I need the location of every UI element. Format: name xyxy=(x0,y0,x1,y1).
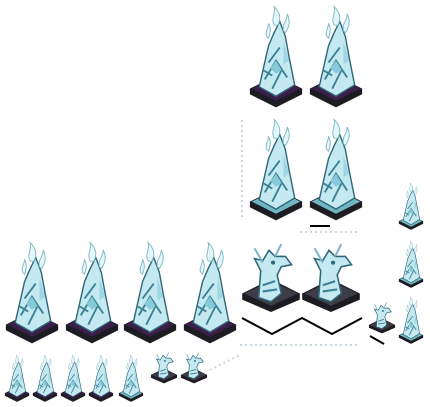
sculpture xyxy=(398,240,424,289)
sculpture xyxy=(182,241,238,345)
sculpture xyxy=(122,241,178,345)
shadow-lines xyxy=(241,225,385,345)
sculpture xyxy=(32,354,58,403)
guide xyxy=(209,354,241,371)
sculpture xyxy=(308,118,364,222)
sculpture xyxy=(398,296,424,345)
dragon xyxy=(301,243,361,312)
sculpture xyxy=(308,5,364,109)
dragon xyxy=(368,302,396,334)
sculpture xyxy=(88,354,114,403)
sculpture xyxy=(60,354,86,403)
sculpture xyxy=(4,354,30,403)
sculpture xyxy=(248,118,304,222)
sculpture xyxy=(64,241,120,345)
sculpture xyxy=(248,5,304,109)
shadow xyxy=(369,335,385,345)
sculpture xyxy=(398,182,424,231)
dragon xyxy=(150,352,178,384)
dragon xyxy=(180,352,208,384)
dragon xyxy=(241,243,301,312)
sculpture xyxy=(4,241,60,345)
dotted-guides xyxy=(209,120,360,371)
dragons xyxy=(150,243,396,384)
sculpture xyxy=(118,354,144,403)
shadow xyxy=(241,316,363,336)
